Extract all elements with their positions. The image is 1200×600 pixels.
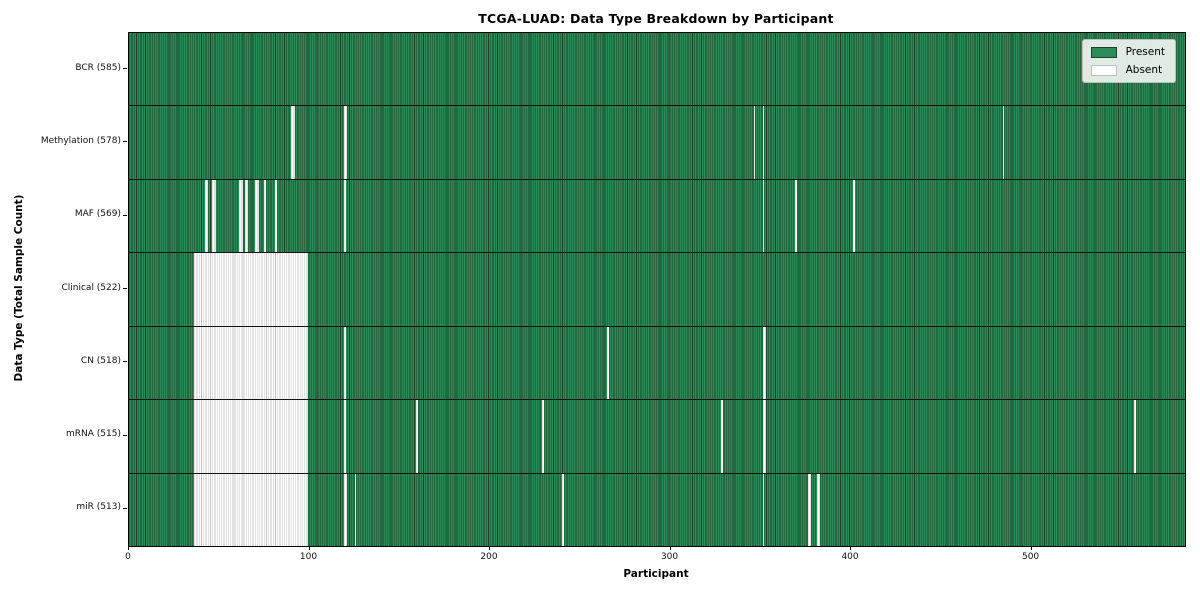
absent-segment [753, 106, 756, 179]
x-tick-label: 100 [299, 552, 318, 562]
x-tick-label: 0 [125, 552, 131, 562]
legend: Present Absent [1081, 39, 1176, 83]
x-tick [489, 546, 491, 550]
chart-title: TCGA-LUAD: Data Type Breakdown by Partic… [478, 11, 834, 26]
legend-label: Absent [1125, 64, 1163, 76]
x-tick [1030, 546, 1032, 550]
row-label: Methylation (578) [40, 135, 121, 146]
absent-segment [762, 473, 765, 546]
row-label: MAF (569) [74, 209, 121, 220]
absent-segment [762, 106, 765, 179]
absent-segment [542, 400, 545, 473]
x-tick-label: 200 [480, 552, 498, 562]
absent-segment [291, 106, 296, 179]
x-tick [128, 546, 129, 550]
plot-area: Present Absent [128, 32, 1186, 547]
row-label: CN (518) [80, 355, 121, 366]
absent-segment [416, 400, 418, 473]
legend-swatch-present [1090, 46, 1117, 58]
row-label: Clinical (522) [61, 282, 121, 293]
x-tick [669, 546, 671, 550]
absent-segment [193, 473, 308, 546]
row-label: miR (513) [76, 502, 121, 513]
absent-segment [244, 179, 249, 253]
absent-segment [193, 326, 308, 400]
absent-segment [721, 400, 723, 473]
legend-label: Present [1125, 46, 1165, 58]
y-tick [123, 214, 127, 216]
absent-segment [264, 179, 267, 253]
y-tick [123, 507, 127, 509]
absent-segment [275, 179, 277, 253]
x-tick-label: 400 [841, 552, 859, 562]
row-label: mRNA (515) [66, 429, 121, 440]
x-tick [850, 546, 852, 550]
row-label: BCR (585) [75, 62, 121, 73]
heatmap-row [129, 472, 1185, 546]
absent-segment [343, 106, 348, 179]
absent-segment [343, 326, 346, 400]
heatmap-row [129, 33, 1185, 106]
heatmap-row [129, 105, 1185, 179]
absent-segment [212, 179, 216, 253]
y-tick [123, 288, 127, 289]
absent-segment [255, 179, 259, 253]
legend-swatch-absent [1090, 64, 1117, 76]
y-tick [123, 141, 127, 143]
heatmap-bands [129, 33, 1185, 546]
absent-segment [607, 326, 610, 400]
x-tick-label: 500 [1021, 552, 1040, 562]
absent-segment [816, 473, 821, 546]
absent-segment [343, 473, 348, 546]
legend-item: Present [1090, 46, 1165, 58]
absent-segment [204, 179, 209, 253]
y-tick [123, 361, 127, 363]
absent-segment [762, 326, 767, 400]
heatmap-row [129, 325, 1185, 400]
absent-segment [354, 473, 357, 546]
absent-segment [852, 179, 855, 253]
absent-segment [343, 179, 346, 253]
absent-segment [1002, 106, 1005, 179]
x-tick-label: 300 [660, 552, 679, 562]
y-tick [123, 68, 127, 70]
heatmap-row [129, 252, 1185, 326]
absent-segment [239, 179, 243, 253]
legend-item: Absent [1090, 64, 1165, 76]
absent-segment [795, 179, 797, 253]
heatmap-row [129, 178, 1185, 253]
x-tick [308, 546, 310, 550]
absent-segment [762, 400, 767, 473]
absent-segment [193, 253, 308, 326]
absent-segment [562, 473, 565, 546]
absent-segment [343, 400, 346, 473]
absent-segment [193, 400, 308, 473]
heatmap-row [129, 399, 1185, 473]
absent-segment [762, 179, 765, 253]
x-axis-label: Participant [623, 568, 689, 580]
absent-segment [1134, 400, 1137, 473]
absent-segment [807, 473, 812, 546]
y-tick [123, 434, 127, 436]
